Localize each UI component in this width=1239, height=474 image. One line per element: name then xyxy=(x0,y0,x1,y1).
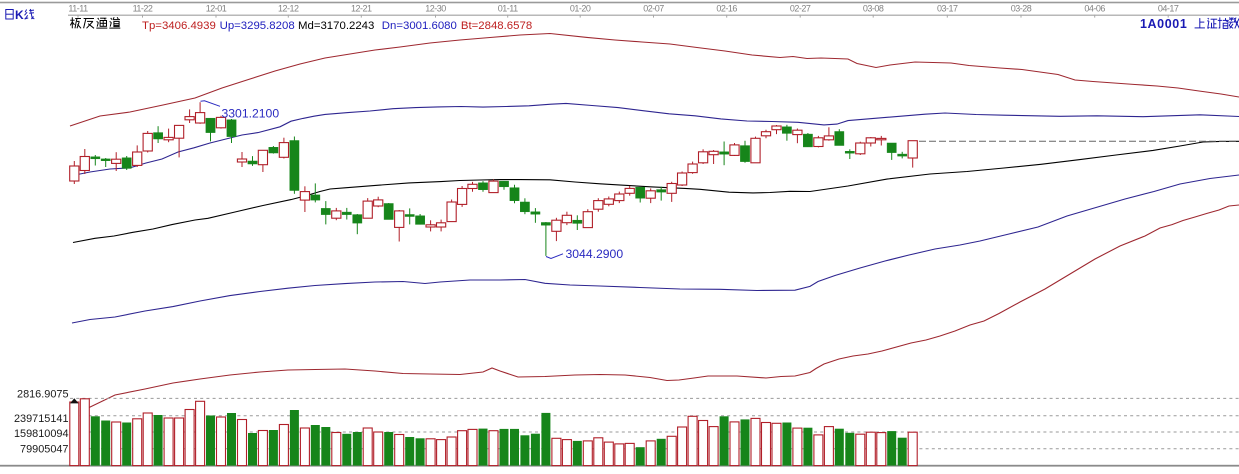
svg-text:Md=3170.2243: Md=3170.2243 xyxy=(298,20,374,32)
svg-text:K: K xyxy=(15,8,24,22)
svg-text:01-20: 01-20 xyxy=(570,4,591,14)
svg-text:12-12: 12-12 xyxy=(278,4,299,14)
svg-text:Tp=3406.4939: Tp=3406.4939 xyxy=(142,20,216,32)
svg-text:11-11: 11-11 xyxy=(68,4,88,14)
svg-text:159810094: 159810094 xyxy=(14,428,69,440)
svg-text:04-17: 04-17 xyxy=(1158,4,1179,14)
svg-text:01-11: 01-11 xyxy=(498,4,518,14)
svg-text:2816.9075: 2816.9075 xyxy=(17,388,68,400)
svg-text:3044.2900: 3044.2900 xyxy=(566,247,624,261)
svg-text:Bt=2848.6578: Bt=2848.6578 xyxy=(461,20,532,32)
svg-text:04-06: 04-06 xyxy=(1084,4,1105,14)
svg-text:79905047: 79905047 xyxy=(20,443,68,455)
svg-text:03-28: 03-28 xyxy=(1011,4,1032,14)
svg-text:03-08: 03-08 xyxy=(863,4,884,14)
svg-text:1A0001: 1A0001 xyxy=(1140,17,1187,31)
svg-text:02-16: 02-16 xyxy=(716,4,737,14)
svg-text:239715141: 239715141 xyxy=(14,413,69,425)
svg-text:Dn=3001.6080: Dn=3001.6080 xyxy=(382,20,457,32)
svg-text:12-30: 12-30 xyxy=(425,4,446,14)
svg-text:Up=3295.8208: Up=3295.8208 xyxy=(220,20,295,32)
svg-text:02-07: 02-07 xyxy=(643,4,664,14)
svg-text:02-27: 02-27 xyxy=(790,4,811,14)
svg-text:11-22: 11-22 xyxy=(133,4,153,14)
svg-text:12-01: 12-01 xyxy=(206,4,227,14)
svg-text:03-17: 03-17 xyxy=(937,4,958,14)
svg-text:12-21: 12-21 xyxy=(351,4,372,14)
svg-text:3301.2100: 3301.2100 xyxy=(222,107,280,121)
